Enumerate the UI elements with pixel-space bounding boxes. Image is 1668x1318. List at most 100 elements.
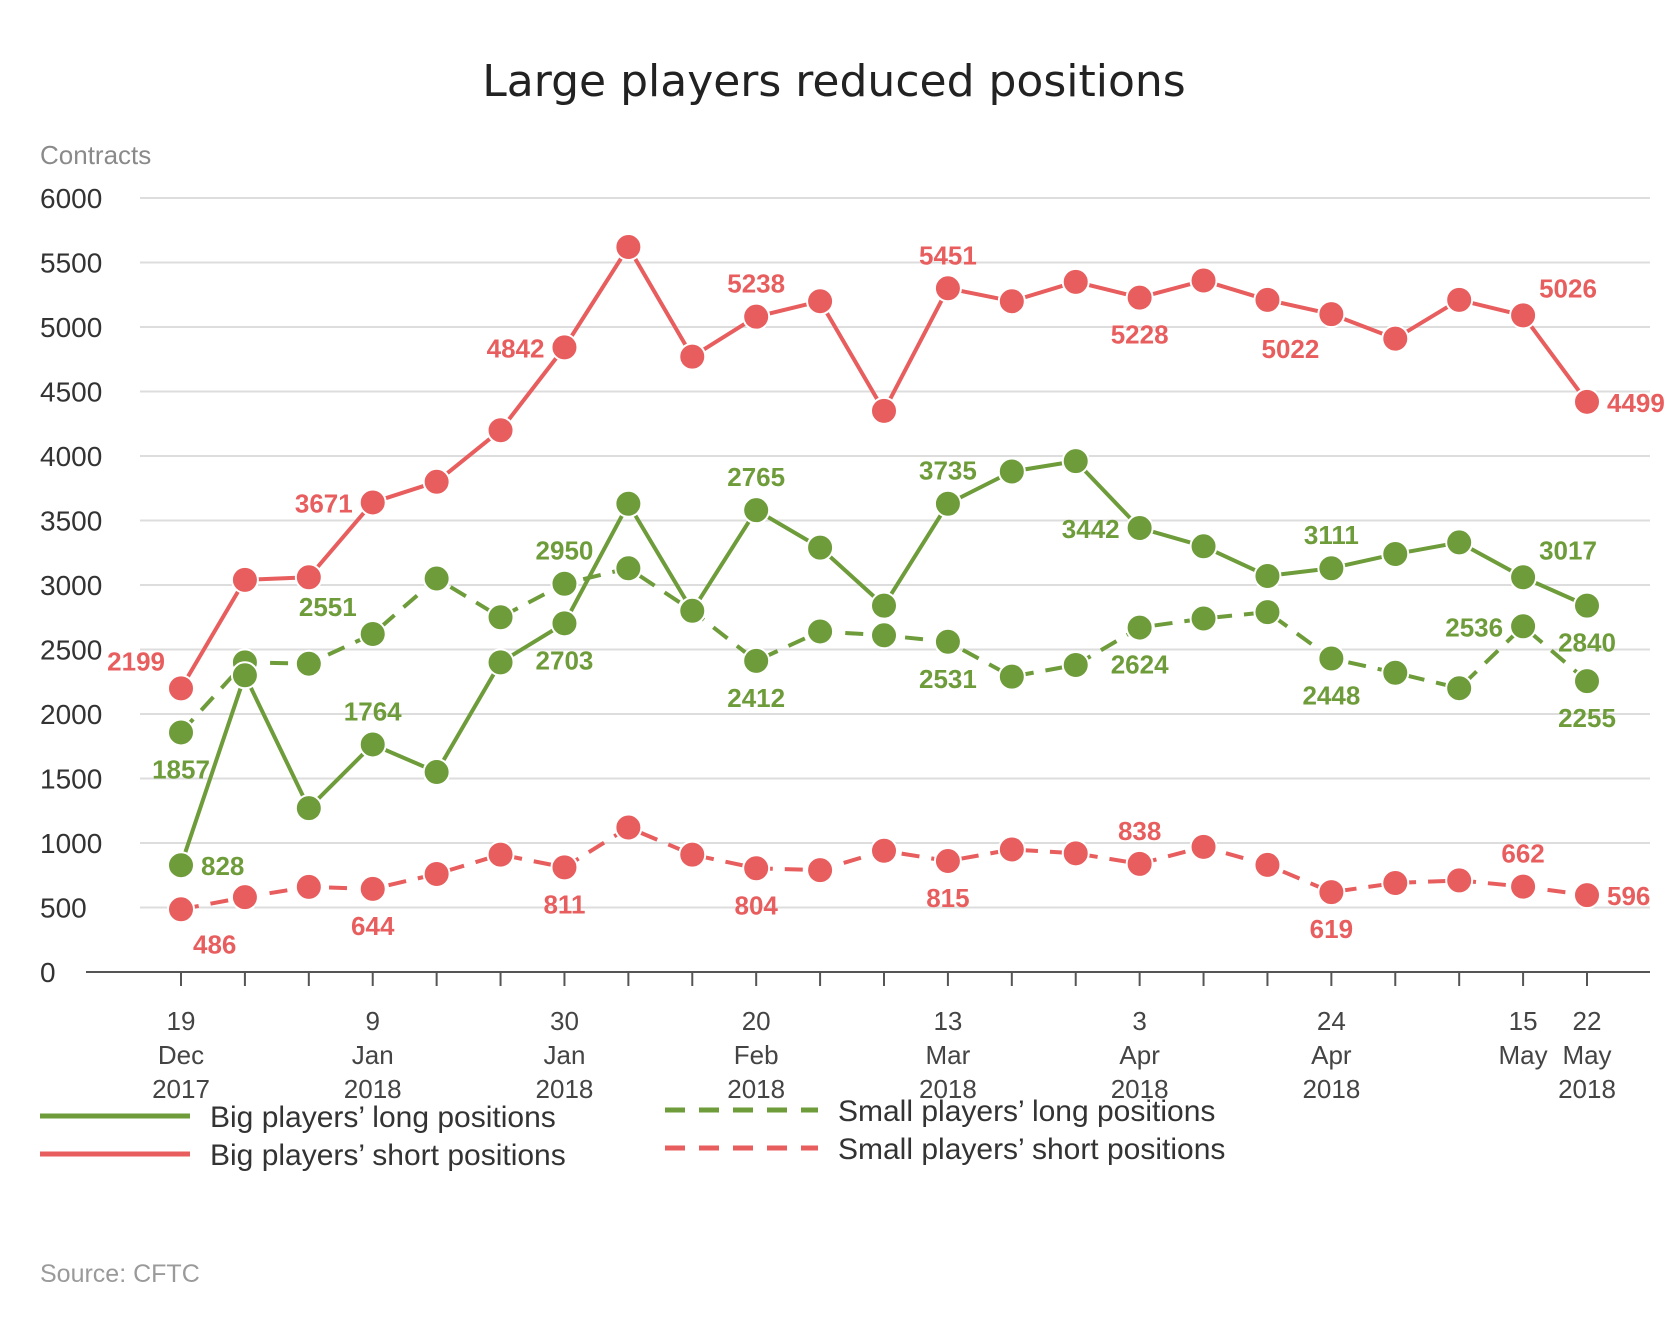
x-tick-label-line: 24 bbox=[1317, 1006, 1346, 1036]
legend-item: Small players’ long positions bbox=[665, 1095, 1215, 1128]
data-point bbox=[486, 840, 515, 869]
data-label: 2840 bbox=[1558, 628, 1616, 658]
x-tick-label-line: 30 bbox=[550, 1006, 579, 1036]
data-point bbox=[678, 596, 707, 625]
x-tick-label-line: 2017 bbox=[152, 1074, 210, 1104]
x-tick-label-line: 2018 bbox=[727, 1074, 785, 1104]
x-tick-label: 9 Jan 2018 bbox=[344, 1006, 402, 1104]
data-point bbox=[1125, 513, 1154, 542]
x-tick-label: 15 May bbox=[1499, 1006, 1548, 1070]
data-label: 619 bbox=[1310, 914, 1353, 944]
y-tick-label: 5000 bbox=[40, 312, 102, 343]
data-label: 486 bbox=[193, 929, 236, 959]
x-tick-label-line: May bbox=[1562, 1040, 1611, 1070]
data-label: 5238 bbox=[727, 269, 785, 299]
data-point bbox=[550, 853, 579, 882]
legend-label: Big players’ long positions bbox=[210, 1101, 556, 1134]
data-point bbox=[933, 274, 962, 303]
series-line bbox=[179, 459, 1588, 866]
data-point bbox=[933, 489, 962, 518]
data-point bbox=[422, 564, 451, 593]
data-point bbox=[806, 856, 835, 885]
data-point bbox=[933, 627, 962, 656]
data-label: 815 bbox=[926, 883, 969, 913]
chart-title: Large players reduced positions bbox=[482, 56, 1185, 107]
legend-label: Small players’ short positions bbox=[838, 1133, 1225, 1166]
data-point bbox=[870, 396, 898, 425]
data-point bbox=[1445, 285, 1474, 314]
data-label: 2950 bbox=[536, 536, 594, 566]
data-point bbox=[1445, 866, 1474, 895]
data-label: 662 bbox=[1501, 839, 1544, 869]
data-point bbox=[1253, 285, 1282, 314]
legend-label: Small players’ long positions bbox=[838, 1095, 1215, 1128]
x-tick-label-line: 2018 bbox=[536, 1074, 594, 1104]
data-point bbox=[1573, 387, 1601, 416]
y-tick-label: 500 bbox=[40, 893, 87, 924]
data-point bbox=[1253, 561, 1282, 590]
data-point bbox=[1445, 528, 1474, 557]
x-tick-label-line: Apr bbox=[1311, 1040, 1352, 1070]
data-label: 2412 bbox=[727, 683, 785, 713]
data-point bbox=[1125, 613, 1154, 642]
x-tick-label: 24 Apr 2018 bbox=[1302, 1006, 1360, 1104]
x-tick-label-line: 2018 bbox=[344, 1074, 402, 1104]
data-label: 4842 bbox=[487, 333, 545, 363]
data-label: 2199 bbox=[107, 646, 165, 676]
data-point bbox=[167, 851, 195, 880]
legend-item: Big players’ long positions bbox=[40, 1101, 556, 1134]
x-tick-label-line: Jan bbox=[352, 1040, 394, 1070]
data-label: 5228 bbox=[1111, 320, 1169, 350]
y-tick-label: 4000 bbox=[40, 441, 102, 472]
data-point bbox=[1061, 447, 1090, 476]
x-tick-label: 22 May 2018 bbox=[1558, 1006, 1616, 1104]
y-tick-label: 0 bbox=[40, 957, 56, 988]
data-point bbox=[997, 287, 1026, 316]
x-tick-label-line: 20 bbox=[742, 1006, 771, 1036]
data-point bbox=[230, 661, 259, 690]
data-point bbox=[1189, 832, 1218, 861]
x-tick-label: 30 Jan 2018 bbox=[536, 1006, 594, 1104]
data-point bbox=[1189, 532, 1218, 561]
data-label: 828 bbox=[201, 851, 244, 881]
legend-label: Big players’ short positions bbox=[210, 1139, 566, 1172]
data-point bbox=[1189, 604, 1218, 633]
data-label: 5022 bbox=[1262, 334, 1320, 364]
data-label: 644 bbox=[351, 911, 395, 941]
data-label: 3735 bbox=[919, 456, 977, 486]
y-tick-label: 3000 bbox=[40, 570, 102, 601]
x-tick-label-line: May bbox=[1499, 1040, 1548, 1070]
x-tick-label-line: 15 bbox=[1509, 1006, 1538, 1036]
data-point bbox=[1381, 658, 1410, 687]
series-0 bbox=[167, 447, 1601, 880]
y-tick-label: 1500 bbox=[40, 764, 102, 795]
data-point bbox=[614, 554, 643, 583]
data-point bbox=[1381, 324, 1410, 353]
x-tick-label-line: 13 bbox=[933, 1006, 962, 1036]
data-point bbox=[358, 620, 387, 649]
data-point bbox=[1253, 598, 1282, 627]
data-point bbox=[1381, 868, 1410, 897]
data-label: 804 bbox=[734, 890, 778, 920]
data-point bbox=[167, 674, 195, 703]
data-point bbox=[1509, 612, 1538, 641]
data-label: 1764 bbox=[344, 696, 402, 726]
data-point bbox=[1125, 849, 1154, 878]
data-point bbox=[486, 603, 515, 632]
y-tick-label: 3500 bbox=[40, 506, 102, 537]
data-label: 3017 bbox=[1539, 535, 1597, 565]
x-tick-label-line: 2018 bbox=[1302, 1074, 1360, 1104]
series-3 bbox=[167, 813, 1601, 924]
data-point bbox=[806, 287, 835, 316]
data-point bbox=[358, 488, 387, 517]
data-point bbox=[933, 847, 962, 876]
data-point bbox=[294, 563, 323, 592]
x-tick-label-line: 2018 bbox=[919, 1074, 977, 1104]
data-point bbox=[1189, 266, 1218, 295]
y-axis-unit: Contracts bbox=[40, 140, 151, 170]
x-tick-label-line: 19 bbox=[167, 1006, 196, 1036]
data-point bbox=[806, 617, 835, 646]
grid-lines bbox=[140, 197, 1650, 909]
x-tick-label-line: 2018 bbox=[1111, 1074, 1169, 1104]
x-tick-label-line: Mar bbox=[926, 1040, 971, 1070]
